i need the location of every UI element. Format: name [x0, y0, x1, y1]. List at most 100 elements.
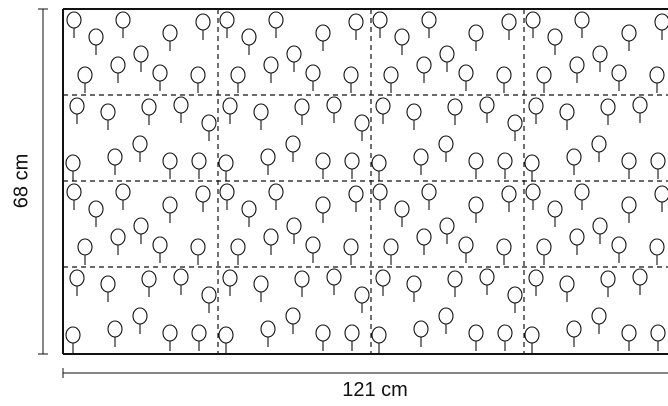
tree-icon	[458, 64, 474, 91]
tree-icon	[375, 269, 391, 296]
panel-outline	[62, 8, 668, 355]
tree-icon	[547, 200, 563, 227]
tree-icon	[343, 238, 359, 265]
tree-icon	[190, 238, 206, 265]
tree-icon	[77, 66, 93, 93]
tree-icon	[315, 196, 331, 223]
tree-icon	[528, 97, 544, 124]
tree-icon	[195, 185, 211, 212]
tree-icon	[394, 200, 410, 227]
tree-icon	[263, 228, 279, 255]
tree-icon	[611, 64, 627, 91]
tree-icon	[501, 13, 517, 40]
tree-icon	[65, 154, 81, 181]
tree-icon	[507, 114, 523, 141]
tree-icon	[536, 66, 552, 93]
tree-icon	[421, 183, 437, 210]
tree-icon	[525, 183, 541, 210]
tree-icon	[447, 270, 463, 297]
tree-icon	[654, 13, 668, 40]
tree-icon	[439, 45, 455, 72]
tree-icon	[132, 135, 148, 162]
width-dimension: 121 cm	[62, 368, 668, 401]
tree-icon	[416, 56, 432, 83]
tree-icon	[632, 268, 648, 295]
tree-icon	[479, 268, 495, 295]
tree-icon	[222, 97, 238, 124]
tree-icon	[141, 270, 157, 297]
tree-icon	[528, 269, 544, 296]
tree-icon	[458, 236, 474, 263]
tree-icon	[525, 11, 541, 38]
tree-icon	[524, 154, 540, 181]
tree-icon	[110, 56, 126, 83]
tree-icon	[66, 11, 82, 38]
tree-icon	[100, 275, 116, 302]
tree-icon	[649, 238, 665, 265]
tree-icon	[344, 324, 360, 351]
tree-icon	[107, 148, 123, 175]
tree-icon	[354, 114, 370, 141]
tree-icon	[468, 24, 484, 51]
tree-icon	[569, 56, 585, 83]
tree-icon	[406, 275, 422, 302]
tree-icon	[69, 97, 85, 124]
tree-icon	[195, 13, 211, 40]
tree-icon	[406, 103, 422, 130]
tree-icon	[650, 324, 666, 351]
tree-icon	[162, 324, 178, 351]
tree-icon	[253, 103, 269, 130]
width-label: 121 cm	[342, 379, 408, 401]
tree-icon	[654, 185, 668, 212]
tree-icon	[574, 11, 590, 38]
tree-icon	[107, 320, 123, 347]
tree-icon	[173, 96, 189, 123]
tree-icon	[559, 103, 575, 130]
tree-icon	[326, 96, 342, 123]
tree-icon	[315, 152, 331, 179]
tree-icon	[468, 196, 484, 223]
tree-icon	[326, 268, 342, 295]
tree-icon	[524, 326, 540, 353]
tree-icon	[100, 103, 116, 130]
tree-icon	[260, 148, 276, 175]
tree-icon	[305, 236, 321, 263]
tree-icon	[507, 286, 523, 313]
tree-icon	[421, 11, 437, 38]
tree-icon	[173, 268, 189, 295]
tree-icon	[286, 217, 302, 244]
tree-icon	[115, 11, 131, 38]
tree-icon	[447, 98, 463, 125]
tree-icon	[263, 56, 279, 83]
tree-icon	[65, 326, 81, 353]
tree-icon	[285, 307, 301, 334]
tree-icon	[354, 286, 370, 313]
tree-icon	[162, 196, 178, 223]
tree-icon	[621, 24, 637, 51]
tree-icon	[371, 154, 387, 181]
tree-icon	[219, 11, 235, 38]
tree-icon	[591, 135, 607, 162]
tree-icon	[141, 98, 157, 125]
tree-icon	[344, 152, 360, 179]
tree-icon	[66, 183, 82, 210]
tree-icon	[115, 183, 131, 210]
tree-icon	[305, 64, 321, 91]
tree-icon	[479, 96, 495, 123]
tree-icon	[201, 286, 217, 313]
tree-icon	[190, 66, 206, 93]
tree-icon	[383, 238, 399, 265]
tree-icon	[438, 307, 454, 334]
tree-icon	[222, 269, 238, 296]
tree-icon	[372, 11, 388, 38]
tree-icon	[496, 238, 512, 265]
tree-icon	[343, 66, 359, 93]
tree-icon	[501, 185, 517, 212]
tree-icon	[621, 196, 637, 223]
tree-icon	[219, 183, 235, 210]
tree-icon	[375, 97, 391, 124]
tree-icon	[218, 154, 234, 181]
tree-icon	[592, 217, 608, 244]
tree-icon	[621, 152, 637, 179]
